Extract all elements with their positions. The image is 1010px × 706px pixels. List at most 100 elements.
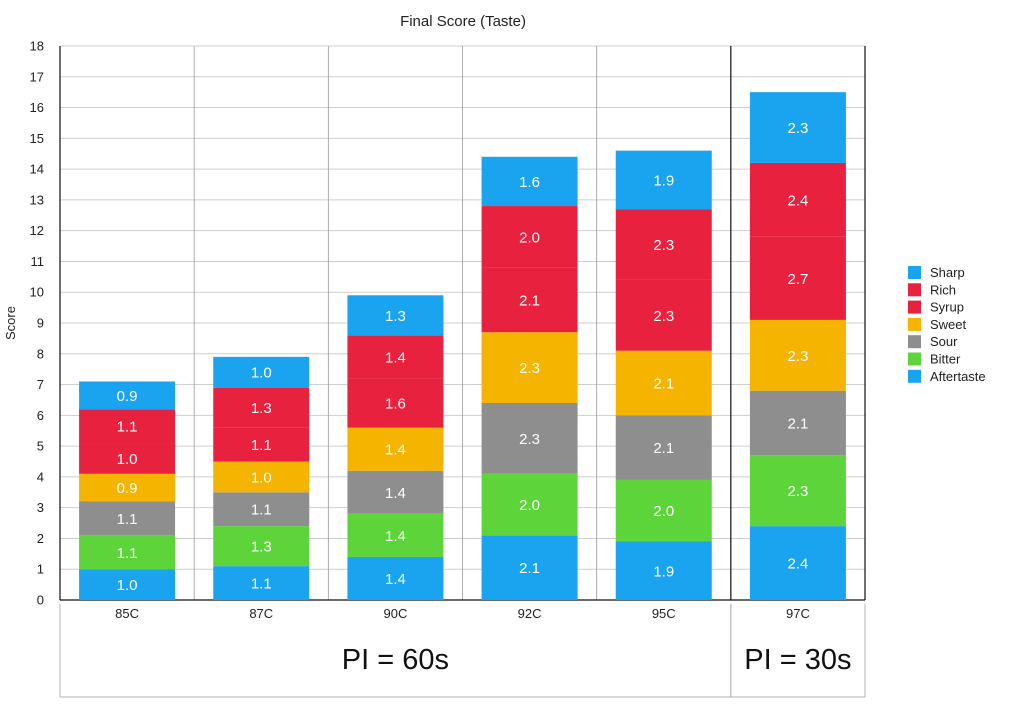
data-label: 1.0 (117, 451, 138, 468)
bar-segment-sharp (615, 150, 712, 210)
legend: Sharp Rich Syrup Sweet Sour Bitter Aftertaste (908, 265, 986, 384)
data-label: 0.9 (117, 480, 138, 497)
data-label: 2.1 (787, 416, 808, 433)
bar-segment-aftertaste (481, 535, 578, 600)
data-label: 1.1 (251, 576, 272, 593)
legend-item-sharp: Sharp (908, 265, 965, 280)
bar-segment-rich (749, 162, 846, 237)
y-tick-label: 6 (37, 408, 44, 423)
data-label: 1.9 (653, 172, 674, 189)
data-label: 1.6 (385, 396, 406, 413)
data-label: 1.1 (251, 437, 272, 454)
bar-segment-sour (749, 390, 846, 456)
data-label: 1.3 (251, 539, 272, 556)
legend-item-aftertaste: Aftertaste (908, 369, 986, 384)
group-label: PI = 60s (342, 644, 449, 676)
y-tick-label: 18 (30, 39, 44, 54)
category-groups: PI = 60s PI = 30s (59, 604, 866, 698)
data-label: 1.1 (117, 419, 138, 436)
data-label: 2.3 (519, 360, 540, 377)
legend-item-bitter: Bitter (908, 352, 961, 367)
x-tick-label: 92C (518, 606, 542, 621)
bar-segment-sour (213, 492, 310, 527)
bar-segment-syrup (481, 267, 578, 333)
data-label: 2.0 (653, 503, 674, 520)
bar-segment-sweet (749, 319, 846, 391)
bar-segment-aftertaste (347, 556, 444, 600)
legend-swatch (908, 266, 921, 279)
chart-title: Final Score (Taste) (400, 13, 526, 30)
bar-segment-rich (481, 206, 578, 268)
legend-swatch (908, 352, 921, 366)
bar-stack-97C: 2.4 2.3 2.1 2.3 2.7 2.4 2.3 (749, 92, 846, 600)
bar-stack-87C: 1.1 1.3 1.1 1.0 1.1 1.3 1.0 (213, 356, 310, 600)
y-tick-label: 5 (37, 439, 44, 454)
data-label: 1.4 (385, 349, 406, 366)
data-label: 2.3 (653, 308, 674, 325)
y-tick-label: 15 (30, 131, 44, 146)
y-tick-label: 14 (30, 162, 44, 177)
data-label: 1.0 (251, 469, 272, 486)
data-label: 2.3 (787, 348, 808, 365)
y-tick-label: 16 (30, 100, 44, 115)
data-label: 1.3 (251, 400, 272, 417)
bar-segment-rich (615, 209, 712, 280)
bar-segment-bitter (481, 473, 578, 536)
data-label: 2.1 (653, 376, 674, 393)
bar-segment-bitter (749, 455, 846, 527)
legend-label: Sweet (930, 317, 967, 332)
legend-label: Syrup (930, 300, 964, 315)
legend-item-syrup: Syrup (908, 300, 964, 315)
y-tick-label: 2 (37, 531, 44, 546)
bar-segment-bitter (79, 535, 176, 570)
bar-segment-sweet (481, 332, 578, 404)
data-label: 1.3 (385, 308, 406, 325)
bar-segment-syrup (213, 427, 310, 462)
x-axis-ticks: 85C 87C 90C 92C 95C 97C (115, 606, 810, 621)
y-tick-label: 12 (30, 223, 44, 238)
data-label: 1.9 (653, 563, 674, 580)
data-label: 2.7 (787, 271, 808, 288)
bar-segment-sour (481, 403, 578, 474)
legend-swatch (908, 335, 921, 349)
legend-label: Rich (930, 282, 956, 297)
bars: 1.01.11.10.91.01.10.91.11.31.11.01.11.31… (79, 92, 846, 600)
data-label: 1.1 (251, 502, 272, 519)
bar-segment-sweet (213, 461, 310, 493)
bar-segment-sour (347, 470, 444, 514)
data-label: 1.4 (385, 442, 406, 459)
legend-label: Sharp (930, 265, 965, 280)
bar-stack-90C: 1.4 1.4 1.4 1.4 1.6 1.4 1.3 (347, 295, 444, 600)
bar-segment-rich (347, 335, 444, 379)
bar-segment-aftertaste (213, 566, 310, 600)
bar-segment-sweet (79, 473, 176, 502)
y-tick-label: 4 (37, 469, 44, 484)
bar-segment-sour (615, 415, 712, 480)
data-label: 2.1 (519, 560, 540, 577)
legend-swatch (908, 283, 921, 297)
data-label: 2.0 (519, 229, 540, 246)
data-label: 2.3 (653, 237, 674, 254)
bar-segment-sharp (749, 92, 846, 163)
data-label: 2.4 (787, 556, 808, 573)
y-tick-label: 10 (30, 285, 44, 300)
bar-stack-85C: 1.0 1.1 1.1 0.9 1.0 1.1 0.9 (79, 381, 176, 600)
y-tick-label: 13 (30, 192, 44, 207)
bar-segment-syrup (79, 443, 176, 474)
bar-segment-syrup (749, 236, 846, 320)
bar-segment-bitter (347, 513, 444, 557)
bar-segment-bitter (615, 479, 712, 542)
data-label: 0.9 (117, 388, 138, 405)
legend-label: Bitter (930, 352, 961, 367)
data-label: 2.3 (787, 483, 808, 500)
x-tick-label: 97C (786, 606, 810, 621)
bar-segment-sharp (79, 381, 176, 410)
bar-segment-syrup (347, 378, 444, 428)
legend-swatch (908, 317, 921, 331)
bar-segment-aftertaste (79, 569, 176, 600)
bar-segment-aftertaste (615, 541, 712, 600)
y-tick-label: 11 (31, 254, 45, 269)
data-label: 2.3 (787, 120, 808, 137)
bar-segment-sweet (347, 427, 444, 471)
